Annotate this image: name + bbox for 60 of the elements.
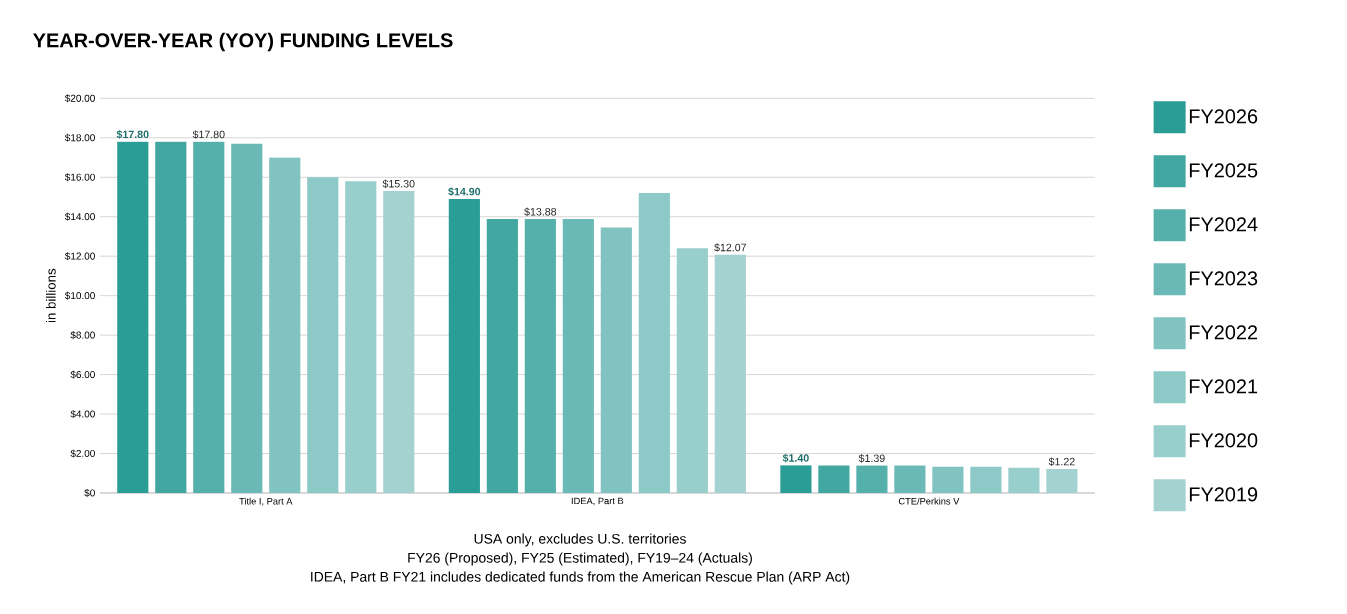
legend-label: FY2021 bbox=[1189, 379, 1258, 394]
x-tick-label: IDEA, Part B bbox=[571, 497, 624, 506]
text: IDEA, Part B FY21 includes dedicated funds from the American Rescue Plan (ARP Act) bbox=[311, 571, 850, 585]
bar bbox=[345, 181, 377, 493]
bar bbox=[524, 219, 556, 493]
bar bbox=[818, 465, 850, 493]
bar bbox=[269, 157, 301, 493]
y-tick-label: $18.00 bbox=[64, 133, 95, 142]
y-axis-title: in billions bbox=[45, 268, 56, 323]
bar bbox=[1008, 467, 1040, 493]
bar bbox=[638, 193, 670, 493]
bar bbox=[600, 227, 632, 493]
y-tick-label: $10.00 bbox=[64, 291, 95, 300]
bar bbox=[676, 248, 708, 493]
bar bbox=[714, 254, 746, 493]
bar bbox=[307, 177, 339, 493]
y-tick-label: $6.00 bbox=[70, 370, 95, 379]
bar bbox=[231, 143, 263, 493]
bar bbox=[970, 466, 1002, 493]
legend-label: FY2024 bbox=[1189, 217, 1258, 232]
bar bbox=[780, 465, 812, 493]
y-tick-label: $4.00 bbox=[70, 410, 95, 419]
x-tick-label: CTE/Perkins V bbox=[898, 497, 960, 505]
data-label: $1.39 bbox=[858, 454, 885, 463]
bar bbox=[117, 141, 149, 493]
bar bbox=[448, 198, 480, 493]
bar bbox=[383, 191, 415, 493]
y-tick-label: $2.00 bbox=[70, 449, 95, 458]
data-label: $17.80 bbox=[116, 130, 149, 139]
bar bbox=[155, 141, 187, 493]
y-tick-label: $8.00 bbox=[70, 331, 95, 340]
y-tick-label: $14.00 bbox=[64, 212, 95, 221]
chart-title: YEAR-OVER-YEAR (YOY) FUNDING LEVELS bbox=[33, 32, 453, 52]
y-tick-label: $16.00 bbox=[64, 173, 95, 182]
bar bbox=[193, 141, 225, 493]
x-tick-label: Title I, Part A bbox=[239, 497, 293, 506]
bar bbox=[894, 465, 926, 493]
legend-label: FY2022 bbox=[1189, 325, 1258, 340]
bar bbox=[856, 465, 888, 493]
legend-label: FY2023 bbox=[1189, 271, 1258, 286]
data-label: $15.30 bbox=[382, 179, 415, 189]
data-label: $1.40 bbox=[782, 453, 809, 463]
y-tick-label: $0 bbox=[84, 488, 95, 498]
y-tick-label: $12.00 bbox=[64, 252, 95, 261]
text: FY26 (Proposed), FY25 (Estimated), FY19–24 (Actuals) bbox=[408, 552, 752, 566]
legend-label: FY2025 bbox=[1189, 163, 1258, 178]
bar bbox=[486, 219, 518, 493]
bar bbox=[932, 466, 964, 493]
bar bbox=[1046, 468, 1078, 493]
legend-label: FY2019 bbox=[1189, 487, 1258, 502]
data-label: $17.80 bbox=[192, 130, 225, 139]
data-label: $1.22 bbox=[1048, 457, 1075, 466]
y-tick-label: $20.00 bbox=[64, 94, 95, 103]
data-label: $13.88 bbox=[524, 207, 557, 217]
legend-label: FY2020 bbox=[1189, 433, 1258, 448]
legend-label: FY2026 bbox=[1189, 109, 1258, 124]
data-label: $12.07 bbox=[714, 243, 747, 252]
data-label: $14.90 bbox=[448, 187, 481, 197]
text: USA only, excludes U.S. territories bbox=[474, 533, 686, 547]
bar bbox=[562, 219, 594, 493]
